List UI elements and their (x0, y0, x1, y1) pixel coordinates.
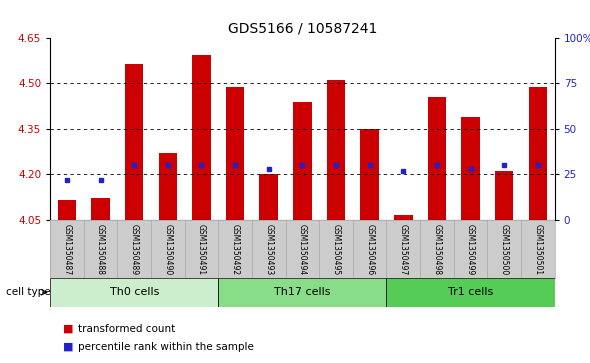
Bar (151, 220, 185, 278)
Text: transformed count: transformed count (78, 323, 175, 334)
Bar (218, 278, 386, 307)
Bar (461, 117, 480, 220)
Bar (454, 220, 487, 278)
Text: percentile rank within the sample: percentile rank within the sample (78, 342, 254, 352)
Text: GSM1350501: GSM1350501 (533, 224, 542, 275)
Bar (218, 220, 252, 278)
Text: GSM1350497: GSM1350497 (399, 224, 408, 275)
Bar (529, 86, 547, 220)
Bar (327, 81, 345, 220)
Bar (58, 200, 76, 220)
Bar (394, 215, 412, 220)
Bar (192, 55, 211, 220)
Bar (495, 171, 513, 220)
Text: GSM1350487: GSM1350487 (63, 224, 71, 275)
Text: GSM1350491: GSM1350491 (197, 224, 206, 275)
Text: GSM1350492: GSM1350492 (231, 224, 240, 275)
Text: Tr1 cells: Tr1 cells (448, 287, 493, 297)
Bar (159, 153, 177, 220)
Title: GDS5166 / 10587241: GDS5166 / 10587241 (228, 21, 377, 36)
Bar (386, 278, 555, 307)
Bar (360, 129, 379, 220)
Bar (50, 220, 84, 278)
Bar (260, 174, 278, 220)
Bar (293, 102, 312, 220)
Text: ■: ■ (63, 342, 73, 352)
Bar (428, 97, 446, 220)
Bar (487, 220, 521, 278)
Bar (319, 220, 353, 278)
Text: GSM1350490: GSM1350490 (163, 224, 172, 275)
Text: GSM1350489: GSM1350489 (130, 224, 139, 275)
Bar (117, 220, 151, 278)
Text: Th17 cells: Th17 cells (274, 287, 330, 297)
Bar (521, 220, 555, 278)
Text: Th0 cells: Th0 cells (110, 287, 159, 297)
Text: ■: ■ (63, 323, 73, 334)
Bar (185, 220, 218, 278)
Bar (252, 220, 286, 278)
Text: GSM1350494: GSM1350494 (298, 224, 307, 275)
Bar (125, 64, 143, 220)
Bar (84, 220, 117, 278)
Text: GSM1350488: GSM1350488 (96, 224, 105, 275)
Text: GSM1350493: GSM1350493 (264, 224, 273, 275)
Bar (386, 220, 420, 278)
Bar (420, 220, 454, 278)
Bar (353, 220, 386, 278)
Bar (226, 86, 244, 220)
Bar (91, 199, 110, 220)
Text: GSM1350499: GSM1350499 (466, 224, 475, 275)
Text: GSM1350500: GSM1350500 (500, 224, 509, 275)
Bar (286, 220, 319, 278)
Text: GSM1350498: GSM1350498 (432, 224, 441, 275)
Text: cell type: cell type (6, 287, 51, 297)
Text: GSM1350496: GSM1350496 (365, 224, 374, 275)
Bar (50, 278, 218, 307)
Text: GSM1350495: GSM1350495 (332, 224, 340, 275)
